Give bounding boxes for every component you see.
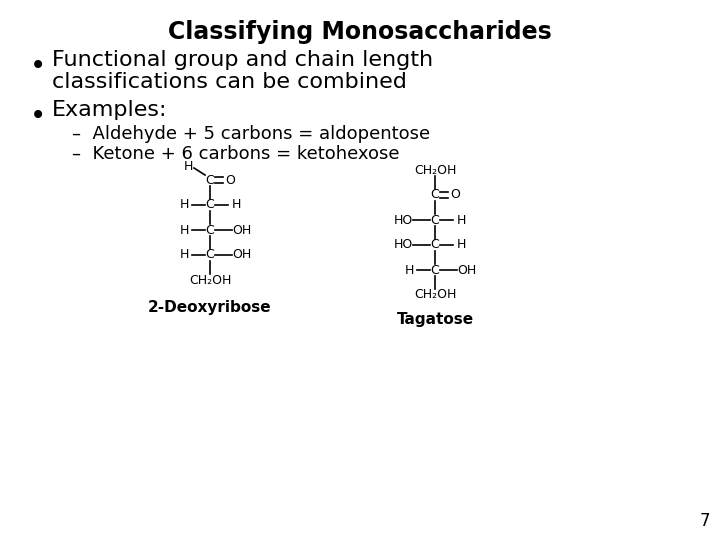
Text: H: H <box>179 224 189 237</box>
Text: •: • <box>30 52 46 80</box>
Text: O: O <box>225 173 235 186</box>
Text: CH₂OH: CH₂OH <box>414 288 456 301</box>
Text: H: H <box>179 248 189 261</box>
Text: –  Ketone + 6 carbons = ketohexose: – Ketone + 6 carbons = ketohexose <box>72 145 400 163</box>
Text: C: C <box>206 224 215 237</box>
Text: C: C <box>431 213 439 226</box>
Text: classifications can be combined: classifications can be combined <box>52 72 407 92</box>
Text: OH: OH <box>233 248 251 261</box>
Text: C: C <box>206 173 215 186</box>
Text: 7: 7 <box>700 512 710 530</box>
Text: C: C <box>431 239 439 252</box>
Text: CH₂OH: CH₂OH <box>414 164 456 177</box>
Text: C: C <box>431 188 439 201</box>
Text: HO: HO <box>393 239 413 252</box>
Text: OH: OH <box>457 264 477 276</box>
Text: Functional group and chain length: Functional group and chain length <box>52 50 433 70</box>
Text: OH: OH <box>233 224 251 237</box>
Text: O: O <box>450 188 460 201</box>
Text: H: H <box>405 264 414 276</box>
Text: 2-Deoxyribose: 2-Deoxyribose <box>148 300 272 315</box>
Text: H: H <box>231 199 240 212</box>
Text: H: H <box>179 199 189 212</box>
Text: Examples:: Examples: <box>52 100 168 120</box>
Text: H: H <box>456 213 466 226</box>
Text: Tagatose: Tagatose <box>397 312 474 327</box>
Text: CH₂OH: CH₂OH <box>189 273 231 287</box>
Text: •: • <box>30 102 46 130</box>
Text: H: H <box>184 159 193 172</box>
Text: C: C <box>206 199 215 212</box>
Text: Classifying Monosaccharides: Classifying Monosaccharides <box>168 20 552 44</box>
Text: H: H <box>456 239 466 252</box>
Text: C: C <box>431 264 439 276</box>
Text: HO: HO <box>393 213 413 226</box>
Text: C: C <box>206 248 215 261</box>
Text: –  Aldehyde + 5 carbons = aldopentose: – Aldehyde + 5 carbons = aldopentose <box>72 125 430 143</box>
